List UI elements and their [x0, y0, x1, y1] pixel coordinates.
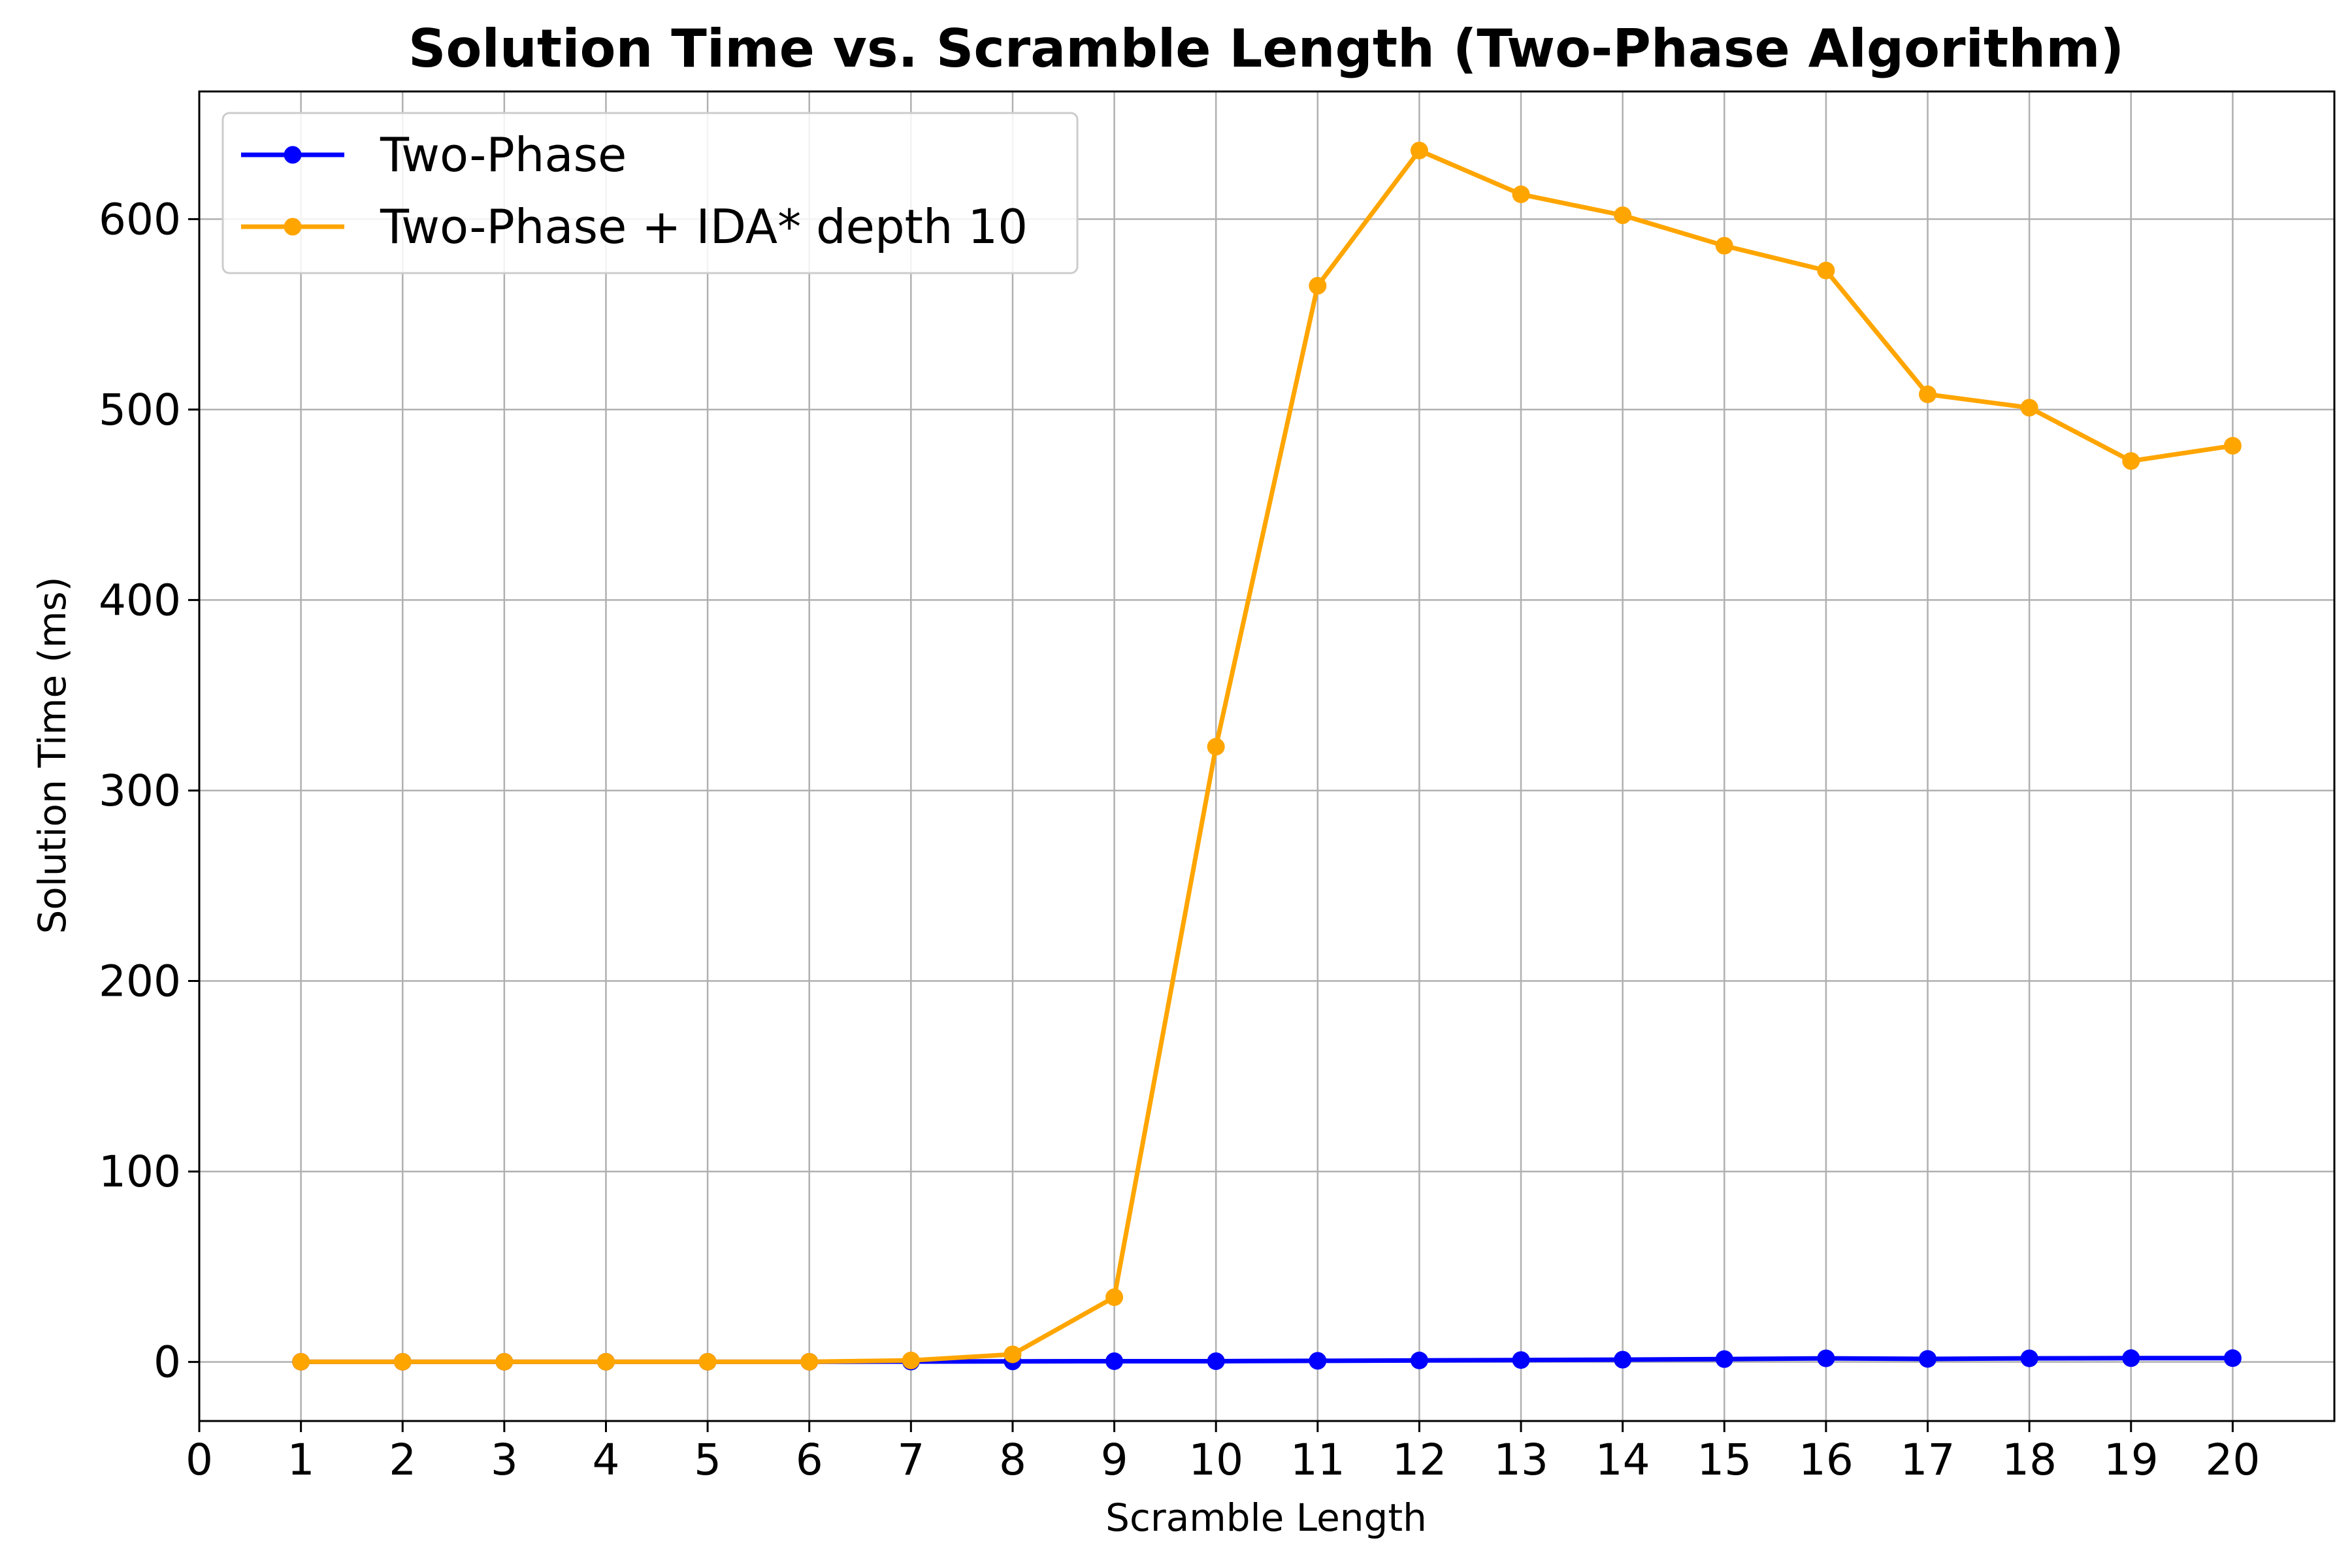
- data-point: [1309, 276, 1327, 295]
- y-tick-label: 300: [99, 766, 181, 816]
- data-point: [1309, 1352, 1327, 1370]
- data-point: [1715, 237, 1733, 255]
- x-tick-label: 4: [592, 1435, 619, 1485]
- y-axis-label: Solution Time (ms): [30, 576, 74, 934]
- data-point: [1105, 1288, 1124, 1306]
- legend-swatch-marker: [284, 146, 302, 164]
- x-tick-label: 19: [2104, 1435, 2159, 1485]
- data-point: [902, 1351, 920, 1369]
- x-tick-label: 6: [796, 1435, 823, 1485]
- x-tick-label: 8: [999, 1435, 1026, 1485]
- plot-frame: [198, 90, 2336, 1422]
- data-point: [1207, 1352, 1225, 1370]
- x-tick-label: 18: [2002, 1435, 2057, 1485]
- data-point: [1817, 261, 1835, 280]
- x-tick-label: 17: [1901, 1435, 1955, 1485]
- y-tick-label: 200: [99, 956, 181, 1007]
- data-point: [698, 1352, 717, 1371]
- data-point: [1614, 1350, 1632, 1369]
- data-point: [292, 1352, 310, 1371]
- x-tick-label: 15: [1697, 1435, 1752, 1485]
- x-tick-label: 16: [1799, 1435, 1854, 1485]
- x-tick-label: 9: [1101, 1435, 1128, 1485]
- y-tick-label: 400: [99, 575, 181, 625]
- data-point: [1207, 738, 1225, 756]
- data-point: [800, 1352, 819, 1371]
- legend-label: Two-Phase + IDA* depth 10: [380, 199, 1028, 254]
- x-tick-label: 10: [1188, 1435, 1243, 1485]
- x-tick-label: 7: [897, 1435, 924, 1485]
- x-tick-label: 14: [1595, 1435, 1650, 1485]
- x-tick-label: 3: [491, 1435, 518, 1485]
- data-point: [1410, 141, 1428, 159]
- chart-title: Solution Time vs. Scramble Length (Two-P…: [408, 18, 2124, 79]
- data-point: [2223, 436, 2242, 455]
- series-2: [292, 141, 2242, 1371]
- y-tick-label: 500: [99, 385, 181, 435]
- legend: Two-Phase Two-Phase + IDA* depth 10: [221, 112, 1079, 274]
- data-point: [1512, 1351, 1530, 1369]
- x-tick-label: 0: [186, 1435, 213, 1485]
- data-point: [1614, 206, 1632, 225]
- x-tick-label: 20: [2205, 1435, 2260, 1485]
- data-point: [393, 1352, 412, 1371]
- series-line: [301, 148, 2233, 1364]
- data-point: [1715, 1350, 1733, 1368]
- data-point: [1410, 1351, 1428, 1369]
- data-point: [2122, 1349, 2140, 1367]
- x-tick-label: 5: [694, 1435, 721, 1485]
- y-tick-label: 100: [99, 1147, 181, 1197]
- data-point: [1817, 1349, 1835, 1367]
- y-tick-label: 600: [99, 194, 181, 244]
- data-point: [596, 1352, 615, 1371]
- x-tick-label: 2: [389, 1435, 416, 1485]
- x-tick-label: 11: [1290, 1435, 1345, 1485]
- x-axis-label: Scramble Length: [1105, 1495, 1427, 1540]
- data-point: [2020, 399, 2038, 417]
- legend-box: [221, 112, 1079, 274]
- y-tick-label: 0: [154, 1337, 181, 1388]
- legend-label: Two-Phase: [380, 127, 627, 182]
- data-point: [2020, 1349, 2038, 1367]
- x-tick-label: 12: [1392, 1435, 1446, 1485]
- data-point: [1004, 1345, 1022, 1364]
- series-layer: [292, 141, 2242, 1371]
- data-point: [1512, 185, 1530, 203]
- data-point: [1919, 385, 1937, 404]
- x-tick-label: 1: [287, 1435, 315, 1485]
- data-point: [2122, 452, 2140, 470]
- data-point: [1919, 1350, 1937, 1368]
- data-point: [2223, 1349, 2242, 1367]
- ticks: 0 1 2 3 4 5 6 7 8 9 10 11 12 13 14 15 16 17 18 19 2001002003…: [99, 194, 2260, 1485]
- data-point: [495, 1352, 514, 1371]
- legend-swatch-marker: [284, 218, 302, 236]
- x-tick-label: 13: [1494, 1435, 1548, 1485]
- data-point: [1105, 1352, 1124, 1370]
